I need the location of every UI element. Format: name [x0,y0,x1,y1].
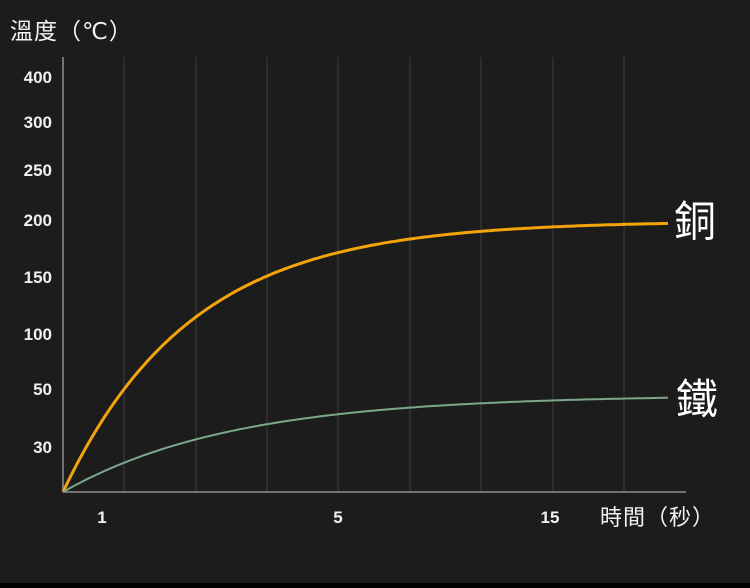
y-tick-label: 250 [23,161,52,180]
y-tick-label: 200 [23,211,52,230]
x-axis-title: 時間（秒） [600,505,716,530]
y-tick-label: 100 [23,325,52,344]
x-tick-label: 15 [540,508,560,527]
y-tick-label: 30 [33,438,52,457]
x-tick-label: 1 [97,508,107,527]
series-label-iron: 鐵 [676,376,719,423]
y-tick-label: 50 [33,380,52,399]
y-tick-label: 150 [23,268,52,287]
y-axis-title: 溫度（℃） [10,18,133,44]
y-tick-label: 400 [23,68,52,87]
series-label-copper: 銅 [674,198,717,245]
y-tick-label: 300 [23,113,52,132]
x-tick-label: 5 [333,508,343,527]
bottom-letterbox [0,583,750,588]
series-curve-copper [61,221,669,493]
series-curve-iron [62,396,668,493]
